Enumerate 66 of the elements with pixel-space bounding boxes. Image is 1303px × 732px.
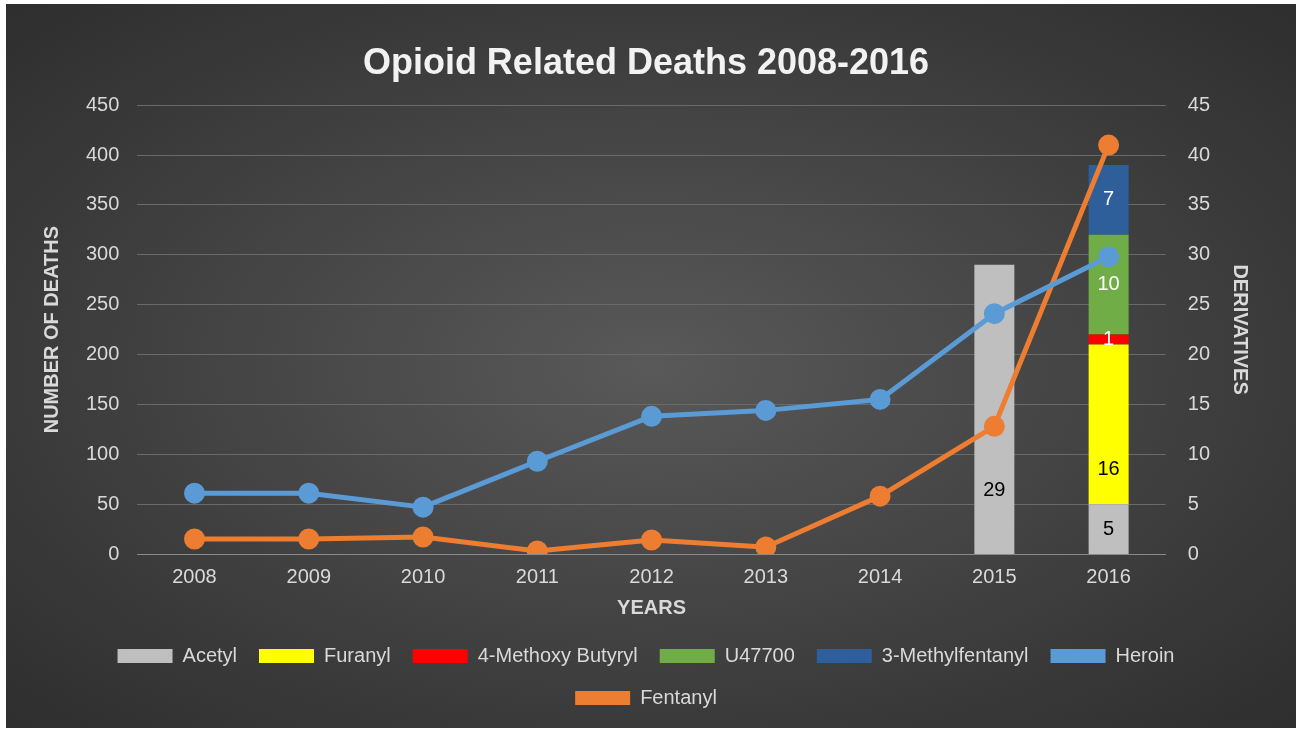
y2-tick-label: 40 bbox=[1187, 142, 1210, 165]
point bbox=[412, 526, 434, 548]
point bbox=[755, 399, 777, 421]
legend-label: Furanyl bbox=[324, 643, 391, 666]
legend-label: Heroin bbox=[1115, 643, 1175, 666]
x-tick-label: 2008 bbox=[172, 564, 217, 587]
x-tick-label: 2011 bbox=[515, 564, 559, 587]
y-tick-label: 300 bbox=[85, 242, 120, 265]
y2-tick-label: 30 bbox=[1187, 242, 1210, 265]
y2-tick-label: 35 bbox=[1187, 192, 1210, 215]
y-axis-title: NUMBER OF DEATHS bbox=[39, 225, 62, 434]
point bbox=[869, 388, 891, 410]
data-label: 5 bbox=[1103, 516, 1115, 539]
bar bbox=[974, 264, 1015, 554]
y-tick-label: 450 bbox=[85, 92, 120, 115]
y2-tick-label: 45 bbox=[1187, 92, 1210, 115]
y-tick-label: 50 bbox=[97, 491, 120, 514]
bar bbox=[1088, 165, 1129, 235]
x-tick-label: 2016 bbox=[1086, 564, 1131, 587]
point bbox=[869, 485, 891, 507]
data-label: 7 bbox=[1103, 187, 1115, 210]
y2-tick-label: 0 bbox=[1187, 541, 1199, 564]
point bbox=[1098, 134, 1120, 156]
bar bbox=[1088, 344, 1129, 505]
point bbox=[526, 450, 548, 472]
point bbox=[412, 496, 434, 518]
x-tick-label: 2013 bbox=[743, 564, 789, 587]
legend-label: 3-Methylfentanyl bbox=[881, 643, 1029, 666]
data-label: 1 bbox=[1103, 327, 1115, 350]
point bbox=[298, 482, 320, 504]
point bbox=[983, 415, 1005, 437]
y-tick-label: 400 bbox=[85, 142, 120, 165]
point bbox=[641, 405, 663, 427]
legend-label: 4-Methoxy Butyryl bbox=[477, 643, 638, 666]
y2-tick-label: 25 bbox=[1187, 292, 1210, 315]
y-tick-label: 100 bbox=[85, 441, 120, 464]
point bbox=[1098, 246, 1120, 268]
chart-title: Opioid Related Deaths 2008-2016 bbox=[362, 40, 930, 82]
point bbox=[298, 528, 320, 550]
y2-axis-title: DERIVATIVES bbox=[1230, 264, 1253, 395]
legend-label: U47700 bbox=[724, 643, 795, 666]
data-label: 29 bbox=[983, 477, 1006, 500]
point bbox=[983, 303, 1005, 325]
y2-tick-label: 15 bbox=[1187, 391, 1210, 414]
x-tick-label: 2015 bbox=[972, 564, 1017, 587]
y-tick-label: 350 bbox=[85, 192, 120, 215]
y2-tick-label: 5 bbox=[1187, 491, 1199, 514]
point bbox=[184, 482, 205, 504]
x-axis-title: YEARS bbox=[617, 595, 687, 618]
x-tick-label: 2014 bbox=[857, 564, 903, 587]
data-label: 10 bbox=[1097, 272, 1120, 295]
data-label: 16 bbox=[1097, 456, 1120, 479]
point bbox=[641, 529, 663, 551]
x-tick-label: 2010 bbox=[400, 564, 446, 587]
bar bbox=[1088, 504, 1129, 554]
legend-label: Acetyl bbox=[182, 643, 238, 666]
y-tick-label: 0 bbox=[108, 541, 120, 564]
point bbox=[184, 528, 205, 550]
legend-label: Fentanyl bbox=[640, 685, 717, 708]
y-tick-label: 150 bbox=[85, 391, 120, 414]
y-tick-label: 250 bbox=[85, 292, 120, 315]
y2-tick-label: 10 bbox=[1187, 441, 1210, 464]
x-tick-label: 2012 bbox=[629, 564, 674, 587]
x-tick-label: 2009 bbox=[286, 564, 332, 587]
y-tick-label: 200 bbox=[85, 342, 120, 365]
y2-tick-label: 20 bbox=[1187, 342, 1210, 365]
